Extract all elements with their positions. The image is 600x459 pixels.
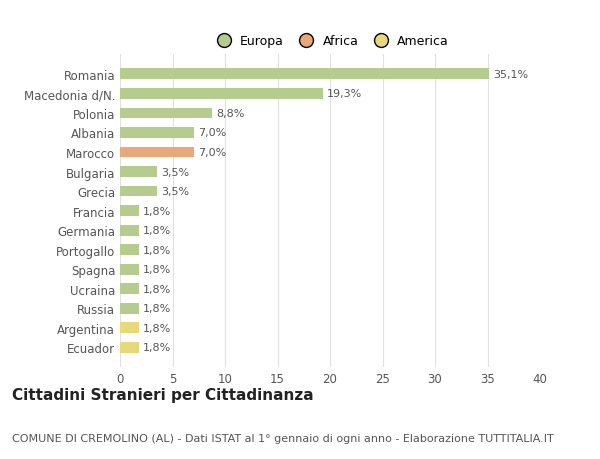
Bar (120, 284, 139, 295)
Text: 19,3%: 19,3% (327, 89, 362, 99)
Text: 3,5%: 3,5% (161, 167, 189, 177)
Bar (120, 69, 488, 80)
Text: 1,8%: 1,8% (143, 323, 172, 333)
Bar (120, 225, 139, 236)
Text: COMUNE DI CREMOLINO (AL) - Dati ISTAT al 1° gennaio di ogni anno - Elaborazione : COMUNE DI CREMOLINO (AL) - Dati ISTAT al… (12, 433, 554, 442)
Bar (120, 342, 139, 353)
Text: Cittadini Stranieri per Cittadinanza: Cittadini Stranieri per Cittadinanza (12, 387, 314, 403)
Legend: Europa, Africa, America: Europa, Africa, America (206, 30, 454, 53)
Bar (120, 245, 139, 256)
Text: 1,8%: 1,8% (143, 245, 172, 255)
Text: 7,0%: 7,0% (198, 128, 226, 138)
Bar (120, 186, 157, 197)
Text: 8,8%: 8,8% (217, 109, 245, 118)
Text: 1,8%: 1,8% (143, 343, 172, 353)
Bar (120, 264, 139, 275)
Text: 1,8%: 1,8% (143, 284, 172, 294)
Text: 3,5%: 3,5% (161, 187, 189, 196)
Text: 7,0%: 7,0% (198, 148, 226, 157)
Bar (120, 108, 212, 119)
Text: 1,8%: 1,8% (143, 265, 172, 274)
Bar (120, 128, 193, 139)
Bar (120, 147, 193, 158)
Text: 1,8%: 1,8% (143, 206, 172, 216)
Bar (120, 303, 139, 314)
Bar (120, 323, 139, 334)
Bar (120, 89, 323, 100)
Text: 1,8%: 1,8% (143, 226, 172, 235)
Text: 1,8%: 1,8% (143, 304, 172, 313)
Text: 35,1%: 35,1% (493, 70, 528, 79)
Bar (120, 167, 157, 178)
Bar (120, 206, 139, 217)
